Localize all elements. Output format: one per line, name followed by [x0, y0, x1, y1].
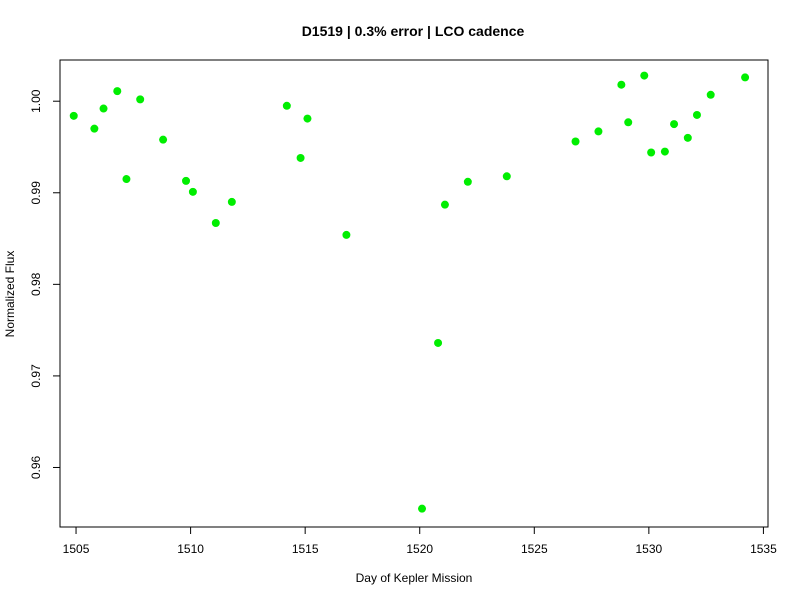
data-point — [647, 148, 656, 157]
data-point — [571, 137, 580, 146]
x-tick-label: 1530 — [636, 542, 663, 556]
data-point — [594, 127, 603, 136]
data-point — [660, 147, 669, 156]
data-point — [90, 124, 99, 133]
data-points — [69, 71, 750, 513]
data-point — [113, 87, 122, 96]
data-point — [282, 101, 291, 110]
data-point — [303, 114, 312, 123]
x-tick-label: 1520 — [406, 542, 433, 556]
y-axis-label: Normalized Flux — [3, 251, 17, 338]
data-point — [683, 133, 692, 142]
data-point — [624, 118, 633, 127]
data-point — [434, 338, 443, 347]
data-point — [159, 135, 168, 144]
x-tick-label: 1535 — [750, 542, 777, 556]
y-axis: 0.96 0.97 0.98 0.99 1.00 — [29, 89, 61, 479]
x-tick-label: 1525 — [521, 542, 548, 556]
x-tick-label: 1515 — [292, 542, 319, 556]
data-point — [342, 230, 351, 239]
x-tick-label: 1510 — [177, 542, 204, 556]
data-point — [211, 218, 220, 227]
data-point — [418, 504, 427, 513]
data-point — [296, 153, 305, 162]
data-point — [670, 120, 679, 129]
data-point — [692, 110, 701, 119]
data-point — [227, 197, 236, 206]
data-point — [122, 175, 131, 184]
x-axis-label: Day of Kepler Mission — [356, 571, 473, 585]
data-point — [182, 176, 191, 185]
y-tick-label: 1.00 — [29, 89, 43, 113]
data-point — [741, 73, 750, 82]
y-tick-label: 0.99 — [29, 181, 43, 205]
data-point — [706, 90, 715, 99]
y-tick-label: 0.98 — [29, 272, 43, 296]
data-point — [99, 104, 108, 113]
data-point — [502, 172, 511, 181]
y-tick-label: 0.96 — [29, 455, 43, 479]
data-point — [188, 187, 197, 196]
chart-title: D1519 | 0.3% error | LCO cadence — [302, 23, 525, 39]
data-point — [463, 177, 472, 186]
data-point — [69, 111, 78, 120]
data-point — [640, 71, 649, 80]
data-point — [440, 200, 449, 209]
plot-frame — [59, 59, 769, 528]
x-axis: 1505 1510 1515 1520 1525 1530 1535 — [63, 526, 777, 556]
data-point — [136, 95, 145, 104]
y-tick-label: 0.97 — [29, 364, 43, 388]
data-point — [617, 80, 626, 89]
x-tick-label: 1505 — [63, 542, 90, 556]
